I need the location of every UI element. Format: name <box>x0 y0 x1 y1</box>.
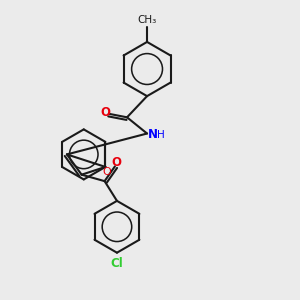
Text: N: N <box>148 128 158 141</box>
Text: O: O <box>101 106 111 118</box>
Text: CH₃: CH₃ <box>137 15 157 25</box>
Text: Cl: Cl <box>111 257 123 270</box>
Text: O: O <box>102 167 111 177</box>
Text: O: O <box>111 156 121 170</box>
Text: H: H <box>158 130 165 140</box>
